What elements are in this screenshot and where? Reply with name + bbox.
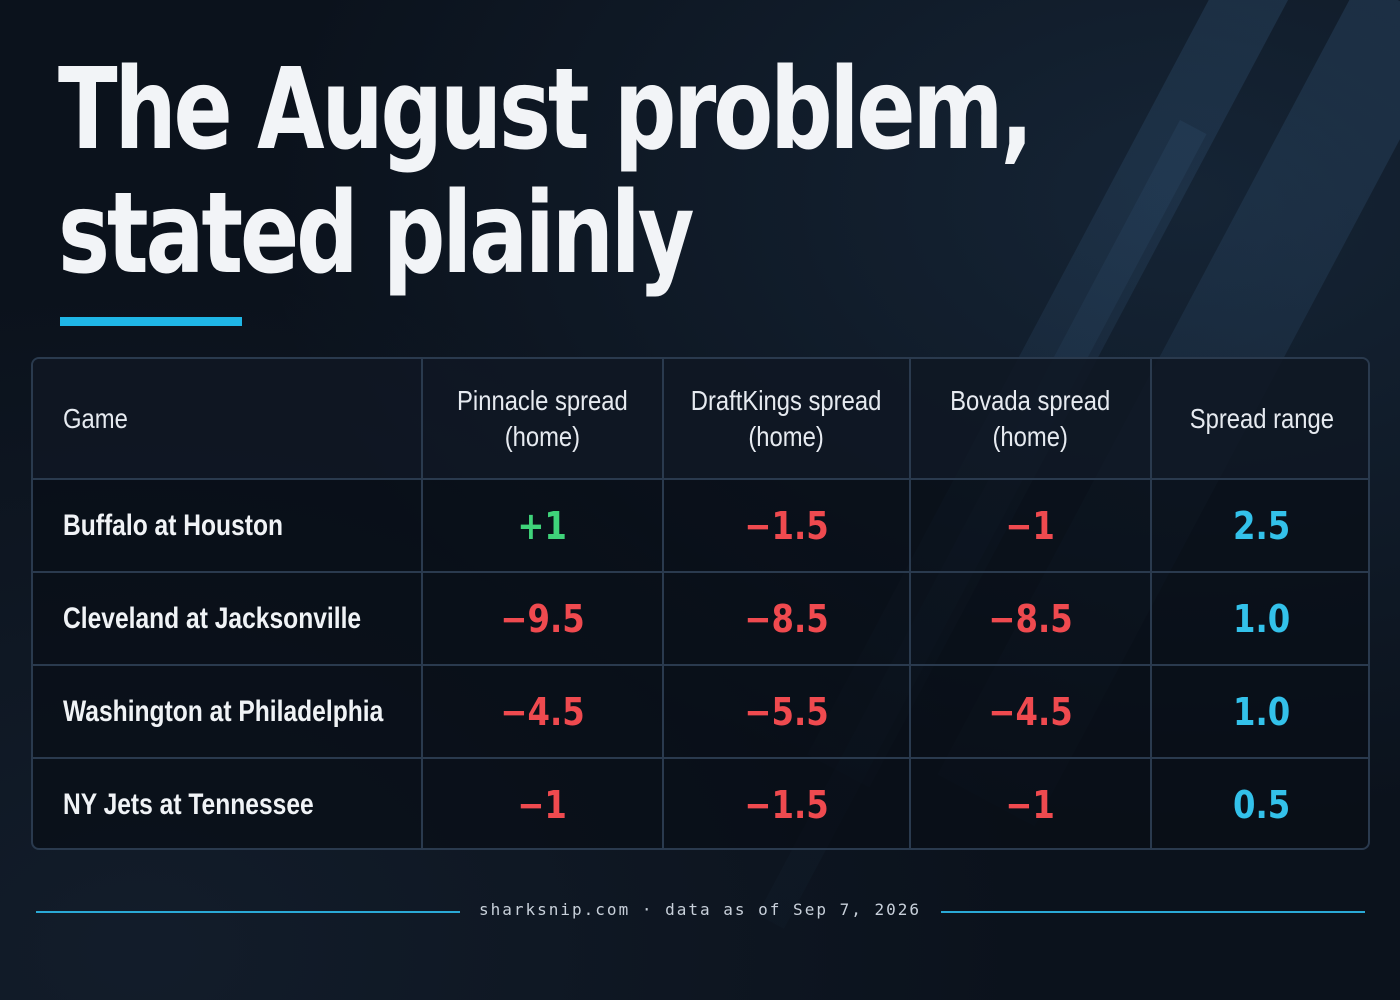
- title-underline: [60, 317, 242, 326]
- table-row: Cleveland at Jacksonville −9.5 −8.5 −8.5…: [33, 572, 1368, 666]
- header-game: Game: [33, 359, 423, 480]
- game-cell: Washington at Philadelphia: [33, 665, 423, 759]
- range-cell: 2.5: [1151, 479, 1368, 573]
- header-pinnacle: Pinnacle spread (home): [422, 359, 664, 480]
- range-cell: 1.0: [1151, 665, 1368, 759]
- draftkings-cell: −1.5: [663, 758, 911, 848]
- spread-table: Game Pinnacle spread (home) DraftKings sp…: [31, 357, 1370, 850]
- draftkings-cell: −1.5: [663, 479, 911, 573]
- draftkings-cell: −5.5: [663, 665, 911, 759]
- bovada-cell: −4.5: [910, 665, 1152, 759]
- table-row: NY Jets at Tennessee −1 −1.5 −1 0.5: [33, 758, 1368, 848]
- game-cell: NY Jets at Tennessee: [33, 758, 423, 848]
- page-title: The August problem, stated plainly: [58, 45, 1034, 299]
- game-cell: Buffalo at Houston: [33, 479, 423, 573]
- title-line-1: The August problem,: [58, 45, 1034, 175]
- table-header-row: Game Pinnacle spread (home) DraftKings sp…: [33, 359, 1368, 480]
- bovada-cell: −8.5: [910, 572, 1152, 666]
- range-cell: 0.5: [1233, 783, 1291, 827]
- pinnacle-cell: −9.5: [422, 572, 664, 666]
- header-draftkings: DraftKings spread (home): [663, 359, 911, 480]
- bovada-cell: −1: [910, 758, 1152, 848]
- table-row: Buffalo at Houston +1 −1.5 −1 2.5: [33, 479, 1368, 573]
- game-cell: Cleveland at Jacksonville: [33, 572, 423, 666]
- table-row: Washington at Philadelphia −4.5 −5.5 −4.…: [33, 665, 1368, 759]
- pinnacle-cell: −4.5: [422, 665, 664, 759]
- draftkings-cell: −8.5: [663, 572, 911, 666]
- header-spread-range: Spread range: [1151, 359, 1368, 480]
- footer-divider-right: [941, 911, 1365, 913]
- range-cell: 1.0: [1151, 572, 1368, 666]
- pinnacle-cell: +1: [422, 479, 664, 573]
- pinnacle-cell: −1: [422, 758, 664, 848]
- bovada-cell: −1: [910, 479, 1152, 573]
- footer-source: sharksnip.com · data as of Sep 7, 2026: [478, 900, 922, 919]
- header-bovada: Bovada spread (home): [910, 359, 1152, 480]
- footer-divider-left: [36, 911, 460, 913]
- title-line-2: stated plainly: [58, 169, 695, 299]
